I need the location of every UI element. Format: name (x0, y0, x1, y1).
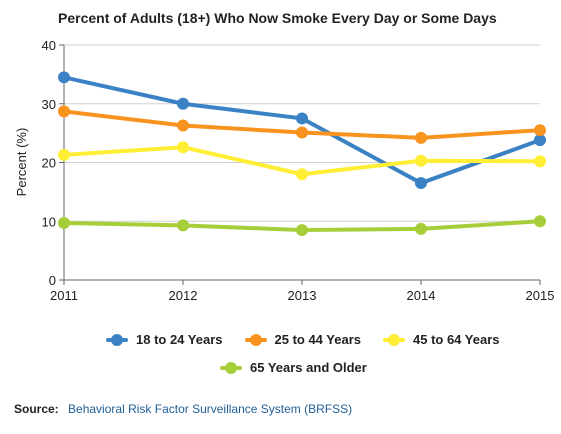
legend-swatch-dot (225, 361, 237, 374)
data-point-18-to-24-years[interactable] (296, 112, 308, 125)
data-point-65-years-and-older[interactable] (58, 217, 70, 230)
legend-label: 25 to 44 Years (274, 332, 362, 347)
legend-label: 18 to 24 Years (136, 332, 223, 347)
data-point-18-to-24-years[interactable] (177, 97, 189, 110)
data-point-45-to-64-years[interactable] (415, 154, 427, 167)
grid-lines (64, 44, 540, 222)
data-point-25-to-44-years[interactable] (296, 126, 308, 139)
data-point-45-to-64-years[interactable] (296, 168, 308, 181)
data-point-25-to-44-years[interactable] (58, 105, 70, 118)
chart-title: Percent of Adults (18+) Who Now Smoke Ev… (58, 10, 497, 26)
data-point-45-to-64-years[interactable] (534, 155, 546, 168)
y-axis-label: Percent (%) (14, 128, 29, 197)
data-point-45-to-64-years[interactable] (58, 148, 70, 161)
data-point-65-years-and-older[interactable] (415, 222, 427, 235)
series-points (58, 71, 546, 237)
axes: 0 10 20 30 40 2011 2012 2013 2014 2015 (42, 38, 555, 303)
legend-swatch-dot (249, 333, 262, 346)
x-tick-label: 2015 (526, 288, 555, 303)
data-point-65-years-and-older[interactable] (296, 224, 308, 237)
data-point-45-to-64-years[interactable] (177, 141, 189, 154)
x-tick-label: 2014 (407, 288, 436, 303)
source-link[interactable]: Behavioral Risk Factor Surveillance Syst… (68, 402, 353, 416)
y-tick-label: 10 (42, 214, 56, 229)
legend-swatch (220, 361, 242, 374)
data-point-65-years-and-older[interactable] (177, 219, 189, 232)
data-point-65-years-and-older[interactable] (534, 215, 546, 228)
data-point-18-to-24-years[interactable] (58, 71, 70, 84)
x-tick-label: 2013 (288, 288, 317, 303)
x-tick-label: 2012 (169, 288, 198, 303)
data-point-25-to-44-years[interactable] (415, 131, 427, 144)
data-point-25-to-44-years[interactable] (534, 124, 546, 137)
x-tick-label: 2011 (50, 288, 78, 303)
legend-label: 45 to 64 Years (413, 332, 500, 347)
y-tick-label: 40 (42, 38, 56, 53)
legend-item[interactable]: 45 to 64 Years (383, 332, 500, 347)
y-tick-label: 20 (42, 156, 56, 171)
legend-item[interactable]: 25 to 44 Years (244, 332, 362, 347)
data-point-25-to-44-years[interactable] (177, 119, 189, 132)
legend-label: 65 Years and Older (250, 360, 367, 375)
legend-swatch-dot (111, 333, 123, 346)
source-label: Source: (14, 402, 59, 416)
y-tick-label: 30 (42, 97, 56, 112)
legend: 18 to 24 Years 25 to 44 Years 45 to 64 Yea… (106, 332, 522, 347)
data-point-18-to-24-years[interactable] (534, 134, 546, 147)
source-line: Source: Behavioral Risk Factor Surveilla… (14, 402, 352, 416)
series-lines (62, 75, 542, 233)
legend-swatch-dot (388, 333, 400, 346)
legend-item[interactable]: 65 Years and Older (220, 360, 367, 375)
legend-row-2: 65 Years and Older (220, 360, 389, 375)
y-tick-label: 0 (49, 273, 56, 288)
data-point-18-to-24-years[interactable] (415, 177, 427, 190)
legend-swatch (383, 333, 405, 346)
legend-item[interactable]: 18 to 24 Years (106, 332, 223, 347)
legend-swatch (244, 333, 267, 346)
legend-swatch (106, 333, 128, 346)
